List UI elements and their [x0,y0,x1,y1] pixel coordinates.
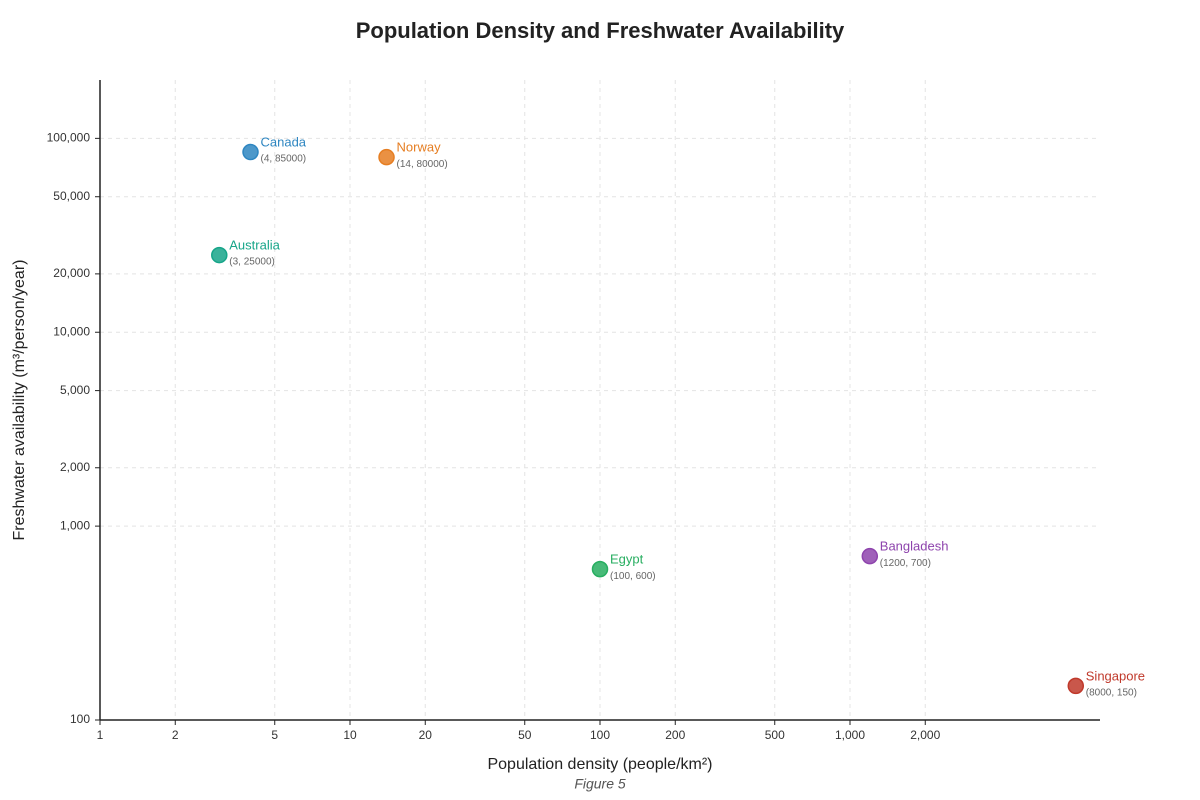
y-tick-label: 10,000 [53,324,90,338]
data-point [211,246,228,264]
x-tick-label: 5 [271,728,278,742]
point-name: Singapore [1086,668,1145,683]
data-point [242,143,259,161]
x-tick-label: 50 [518,728,532,742]
x-tick-label: 200 [665,728,685,742]
x-tick-label: 10 [343,728,357,742]
y-tick-label: 100 [70,712,90,726]
y-tick-label: 20,000 [53,266,90,280]
point-label: (1200, 700) [880,558,931,569]
point-name: Bangladesh [880,539,949,554]
data-point [378,148,395,166]
point-name: Australia [229,238,280,253]
y-axis-title: Freshwater availability (m³/person/year) [11,260,28,541]
point-label: (14, 80000) [397,159,448,170]
x-tick-label: 20 [419,728,433,742]
x-tick-label: 1 [97,728,104,742]
point-label: (100, 600) [610,571,656,582]
point-name: Canada [261,134,307,149]
point-name: Norway [397,140,442,155]
point-label: (3, 25000) [229,257,275,268]
x-axis-title: Population density (people/km²) [487,756,712,773]
grid [99,80,1100,721]
point-label: (4, 85000) [261,154,307,165]
y-tick-label: 50,000 [53,189,90,203]
data-point [1067,677,1085,695]
data-point [591,560,609,578]
y-tick-label: 2,000 [60,460,90,474]
point-name: Egypt [610,552,644,567]
x-tick-label: 100 [590,728,610,742]
x-tick-label: 2 [172,728,179,742]
y-tick-label: 1,000 [60,518,90,532]
point-label: (8000, 150) [1086,688,1137,699]
x-tick-label: 2,000 [910,728,940,742]
chart-title: Population Density and Freshwater Availa… [356,18,845,43]
x-tick-label: 1,000 [835,728,865,742]
data-point [861,547,879,565]
figure-caption: Figure 5 [574,776,626,792]
y-tick-label: 5,000 [60,383,90,397]
x-tick-label: 500 [765,728,785,742]
y-tick-label: 100,000 [47,131,91,145]
